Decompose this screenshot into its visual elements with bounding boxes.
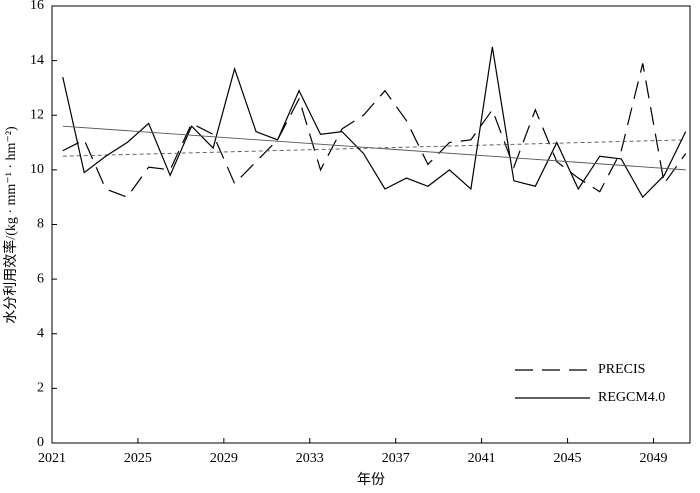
y-tick-label: 12 xyxy=(30,107,44,122)
y-tick-label: 4 xyxy=(37,326,44,341)
x-axis-label: 年份 xyxy=(357,472,385,488)
y-tick-label: 14 xyxy=(30,53,44,68)
y-tick-label: 0 xyxy=(37,435,44,450)
x-tick-label: 2049 xyxy=(639,451,667,466)
y-tick-label: 16 xyxy=(30,0,44,13)
plot-frame xyxy=(51,5,691,444)
y-axis-label: 水分利用效率/(kg · mm⁻¹ · hm⁻²) xyxy=(2,126,19,324)
series-line xyxy=(62,46,687,199)
x-tick-label: 2033 xyxy=(296,451,324,466)
series-line xyxy=(62,63,687,198)
x-tick-label: 2029 xyxy=(210,451,238,466)
x-tick-label: 2021 xyxy=(38,451,66,466)
x-tick-label: 2037 xyxy=(382,451,410,466)
trend-line xyxy=(62,125,686,171)
x-tick-label: 2041 xyxy=(468,451,496,466)
legend-label: PRECIS xyxy=(598,362,645,377)
y-tick-label: 8 xyxy=(37,217,44,232)
y-tick-label: 10 xyxy=(30,162,44,177)
x-tick-label: 2025 xyxy=(124,451,152,466)
y-tick-label: 2 xyxy=(37,381,44,396)
y-tick-label: 6 xyxy=(37,271,44,286)
x-tick-label: 2045 xyxy=(554,451,582,466)
legend-label: REGCM4.0 xyxy=(598,390,665,405)
